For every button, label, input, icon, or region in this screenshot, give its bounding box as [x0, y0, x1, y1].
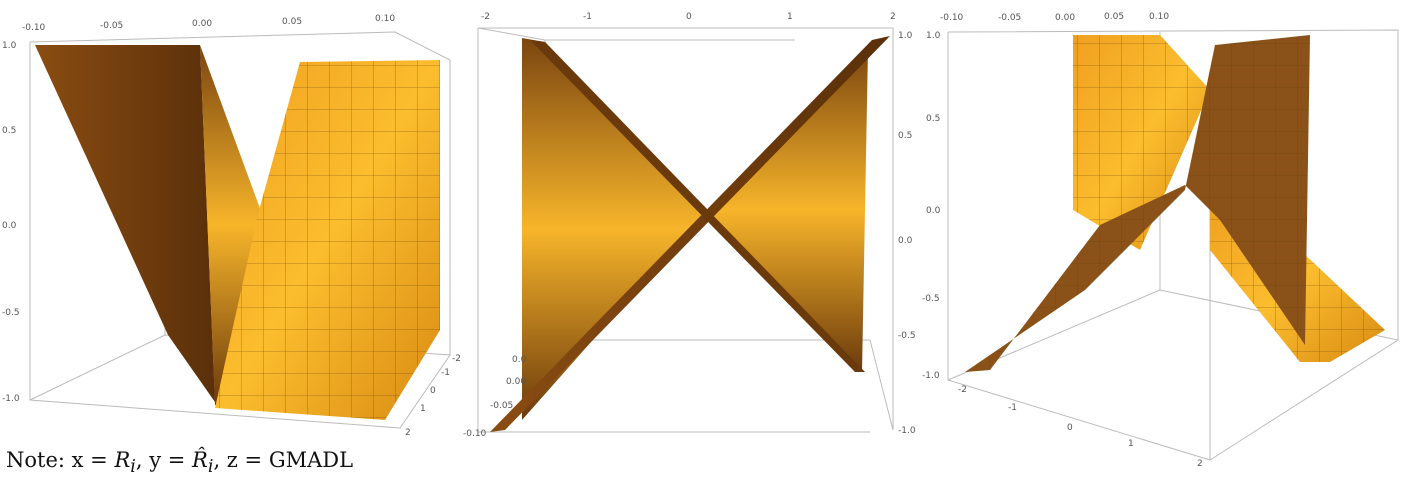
plot-3-box — [947, 29, 1399, 461]
plot-3-z-tick-label: 0.5 — [926, 114, 940, 124]
plot-1-x-tick-label: -0.10 — [22, 23, 46, 33]
plot-2: -2 -1 0 1 2 0.0 0.00 -0.05 -0.10 1.0 0.5 0.0 -0.5 -1.… — [463, 12, 916, 439]
plot-3-y-tick-label: 1 — [1128, 439, 1134, 449]
plot-3-ticks: -0.10 -0.05 0.00 0.05 0.10 -2 -1 0 1 2 1.0 0.5 0.0 -0… — [922, 12, 1203, 469]
plot-3-y-tick-label: 2 — [1197, 459, 1203, 469]
plot-3-x-tick-label: -0.05 — [998, 13, 1021, 23]
plot-1-y-tick-label: 0 — [430, 386, 436, 396]
plot-3-x-tick-label: 0.00 — [1055, 13, 1075, 23]
figure-note: Note: x = Ri, y = R̂i, z = GMADL — [6, 448, 353, 477]
plot-2-surface-left — [522, 38, 708, 420]
plot-2-z-tick-label: -1.0 — [898, 426, 916, 436]
note-x-var: R — [114, 448, 131, 472]
plot-1-z-tick-label: 0.0 — [2, 221, 17, 231]
plot-1-surface-dark — [35, 45, 215, 402]
plot-2-x-tick-label: -2 — [481, 12, 490, 22]
plot-1-z-tick-label: -0.5 — [2, 308, 20, 318]
plot-2-x-tick-label: -1 — [583, 12, 592, 22]
plot-3-x-tick-label: -0.10 — [940, 13, 964, 23]
note-mid1: , y = — [135, 448, 193, 472]
plot-3: -0.10 -0.05 0.00 0.05 0.10 -2 -1 0 1 2 1.0 0.5 0.0 -0… — [922, 12, 1399, 469]
plot-3-mesh-band — [965, 35, 1310, 372]
plot-2-z-tick-label: 0.0 — [898, 236, 913, 246]
plot-3-x-tick-label: 0.10 — [1149, 12, 1169, 22]
plot-2-x-tick-label: 0 — [686, 12, 692, 22]
note-prefix: Note: x = — [6, 448, 115, 472]
plot-2-z-tick-label: 0.5 — [898, 131, 912, 141]
plot-2-x-tick-label: 1 — [787, 12, 793, 22]
plot-2-y-tick-label: -0.05 — [490, 401, 513, 411]
plot-1-y-tick-label: 2 — [405, 428, 411, 438]
plot-3-y-tick-label: 0 — [1067, 423, 1073, 433]
plot-1-y-tick-label: -2 — [452, 354, 461, 364]
note-mid2: , z = GMADL — [213, 448, 354, 472]
plot-1-x-tick-label: -0.05 — [100, 21, 123, 31]
plot-2-surface-band — [490, 36, 890, 432]
plot-3-y-tick-label: -1 — [1008, 403, 1017, 413]
plot-3-z-tick-label: -1.0 — [922, 371, 940, 381]
plot-2-y-tick-label: 0.00 — [506, 377, 526, 387]
plot-1: -0.10 -0.05 0.00 0.05 0.10 -2-1 01 2 1.0 0.5 0.0 -0… — [2, 14, 461, 438]
plot-1-z-tick-label: 0.5 — [2, 126, 16, 136]
plot-2-surface-band-2 — [530, 40, 865, 372]
plot-1-y-tick-label: -1 — [441, 368, 450, 378]
plot-3-mesh-back — [1073, 35, 1210, 250]
plot-2-surface-right — [708, 48, 868, 372]
note-y-var: R̂ — [192, 448, 208, 472]
plot-3-z-tick-label: 0.0 — [926, 206, 941, 216]
plot-1-z-tick-label: 1.0 — [2, 41, 17, 51]
plot-1-x-tick-label: 0.00 — [192, 19, 212, 29]
note-x-sub: i — [130, 457, 136, 477]
plot-1-ticks: -0.10 -0.05 0.00 0.05 0.10 -2-1 01 2 1.0 0.5 0.0 -0… — [2, 14, 461, 438]
plot-1-y-tick-label: 1 — [420, 404, 426, 414]
note-y-sub: i — [207, 457, 214, 477]
plot-2-y-tick-label: 0.0 — [512, 355, 527, 365]
plot-3-y-tick-label: -2 — [958, 385, 967, 395]
plot-1-box — [29, 31, 451, 429]
plot-2-x-tick-label: 2 — [890, 12, 896, 22]
plot-1-x-tick-label: 0.10 — [375, 14, 395, 24]
plot-2-z-tick-label: -0.5 — [898, 331, 916, 341]
plot-3-z-tick-label: 1.0 — [926, 31, 941, 41]
plot-2-ticks: -2 -1 0 1 2 0.0 0.00 -0.05 -0.10 1.0 0.5 0.0 -0.5 -1.… — [463, 12, 916, 439]
plot-3-z-tick-label: -0.5 — [922, 294, 940, 304]
plot-3-x-tick-label: 0.05 — [1104, 12, 1124, 22]
plot-2-z-tick-label: 1.0 — [898, 31, 913, 41]
plot-1-x-tick-label: 0.05 — [282, 17, 302, 27]
plot-1-mesh — [215, 60, 440, 420]
plot-1-z-tick-label: -1.0 — [2, 394, 20, 404]
plot-2-y-tick-label: -0.10 — [463, 429, 487, 439]
